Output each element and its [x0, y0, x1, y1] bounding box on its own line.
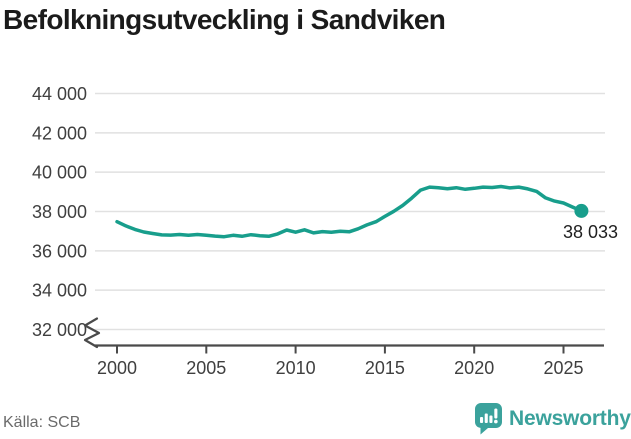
y-tick-label: 36 000	[32, 241, 87, 261]
y-tick-label: 44 000	[32, 84, 87, 104]
y-tick-label: 34 000	[32, 281, 87, 301]
page-title: Befolkningsutveckling i Sandviken	[3, 4, 446, 35]
x-tick-label: 2020	[454, 358, 494, 378]
population-chart: 32 000 34 000 36 000 38 000 40 000 42 000 44 0…	[32, 84, 618, 378]
x-tick-label: 2010	[276, 358, 316, 378]
latest-value-label: 38 033	[563, 222, 618, 242]
x-tick-label: 2015	[365, 358, 405, 378]
x-tick-label: 2005	[186, 358, 226, 378]
y-tick-label: 42 000	[32, 123, 87, 143]
source-label: Källa: SCB	[3, 414, 81, 431]
y-tick-label: 38 000	[32, 202, 87, 222]
x-tick-label: 2000	[97, 358, 137, 378]
population-line	[115, 184, 584, 239]
latest-point-marker	[574, 203, 589, 218]
y-tick-label: 32 000	[32, 320, 87, 340]
newsworthy-logo-icon	[475, 403, 502, 435]
newsworthy-logo: Newsworthy	[475, 403, 631, 435]
brand-name: Newsworthy	[509, 407, 631, 430]
x-tick-label: 2025	[543, 358, 583, 378]
y-tick-label: 40 000	[32, 163, 87, 183]
axis-break-icon	[83, 317, 101, 349]
